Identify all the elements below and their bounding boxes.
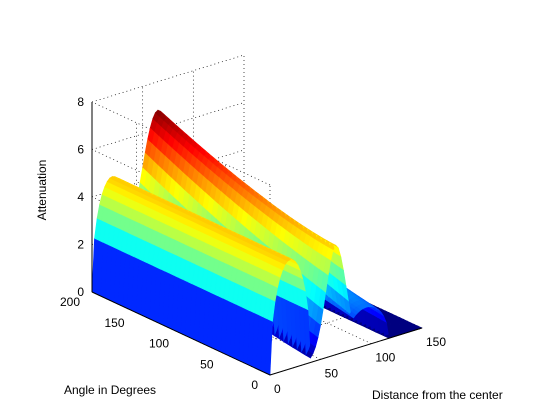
y-tick-label: 200: [60, 295, 80, 309]
grid-line: [92, 55, 244, 102]
x-axis-label: Distance from the center: [372, 388, 503, 402]
y-tick-label: 0: [251, 378, 258, 392]
z-tick-label: 4: [77, 190, 84, 204]
x-tick-label: 100: [375, 351, 395, 365]
z-tick-label: 2: [77, 238, 84, 252]
x-tick-label: 0: [274, 382, 281, 396]
z-axis-label: Attenuation: [35, 160, 49, 221]
y-tick-label: 100: [149, 337, 169, 351]
attenuation-surface: [92, 110, 422, 375]
z-tick-label: 6: [77, 143, 84, 157]
y-tick-label: 50: [200, 357, 214, 371]
z-tick-label: 8: [77, 95, 84, 109]
x-tick-label: 150: [426, 335, 446, 349]
y-tick-label: 150: [104, 316, 124, 330]
x-tick-label: 50: [325, 366, 339, 380]
y-axis-label: Angle in Degrees: [64, 383, 156, 397]
